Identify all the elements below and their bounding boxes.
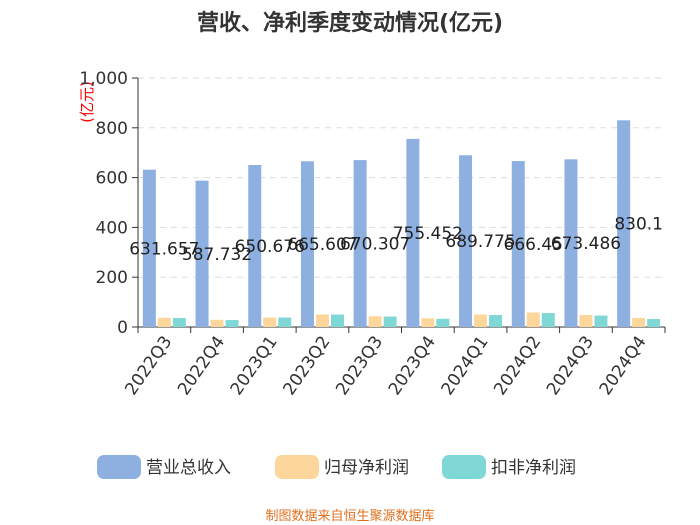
- x-tick-label: 2024Q1: [438, 332, 493, 399]
- legend-label: 归母净利润: [324, 458, 409, 478]
- bar-revenue: [511, 161, 525, 327]
- x-tick-label: 2022Q4: [174, 332, 229, 399]
- y-tick-label: 600: [96, 169, 128, 189]
- x-tick-label: 2024Q4: [596, 332, 651, 399]
- bar-net-profit: [526, 312, 540, 327]
- bar-net-profit: [315, 314, 329, 327]
- bar-net-profit: [474, 314, 488, 327]
- x-tick-label: 2023Q1: [227, 332, 282, 399]
- bar-deducted-net-profit: [383, 316, 397, 327]
- bar-deducted-net-profit: [489, 315, 503, 327]
- y-tick-label: 0: [117, 318, 128, 338]
- bars: [142, 120, 661, 327]
- bar-deducted-net-profit: [594, 315, 608, 327]
- data-label: 665.607: [287, 235, 357, 255]
- bar-revenue: [459, 155, 473, 327]
- x-tick-label: 2023Q2: [279, 332, 334, 399]
- bar-deducted-net-profit: [647, 319, 661, 327]
- x-tick-label: 2023Q4: [385, 332, 440, 399]
- x-tick-label: 2024Q2: [490, 332, 545, 399]
- y-tick-label: 400: [96, 218, 128, 238]
- bar-revenue: [353, 160, 367, 327]
- bar-revenue: [195, 180, 209, 327]
- legend-swatch: [275, 455, 319, 479]
- legend-swatch: [442, 455, 486, 479]
- legend-label: 扣非净利润: [491, 458, 576, 478]
- bar-net-profit: [157, 317, 171, 327]
- bar-deducted-net-profit: [172, 318, 186, 327]
- chart-title: 营收、净利季度变动情况(亿元): [197, 10, 503, 36]
- data-label: 587.732: [182, 245, 252, 265]
- bar-revenue: [248, 164, 262, 327]
- bar-deducted-net-profit: [330, 314, 344, 327]
- bar-deducted-net-profit: [541, 313, 555, 327]
- x-tick-label: 2024Q3: [543, 332, 598, 399]
- bar-deducted-net-profit: [278, 317, 292, 327]
- bar-revenue: [300, 161, 314, 327]
- data-label: 673.486: [551, 234, 621, 254]
- legend-swatch: [97, 455, 141, 479]
- bar-deducted-net-profit: [436, 318, 450, 327]
- data-label: 666.45: [504, 235, 563, 255]
- y-tick-label: 1,000: [79, 69, 128, 89]
- y-tick-label: 200: [96, 268, 128, 288]
- legend-item[interactable]: 扣非净利润: [442, 455, 576, 479]
- bar-revenue: [617, 120, 631, 327]
- bar-revenue: [564, 159, 578, 327]
- data-label: 650.676: [235, 237, 305, 257]
- bar-net-profit: [263, 317, 277, 327]
- bar-net-profit: [210, 319, 224, 327]
- y-tick-label: 800: [96, 119, 128, 139]
- y-unit-label: (亿元): [78, 81, 96, 123]
- legend-item[interactable]: 归母净利润: [275, 455, 409, 479]
- x-tick-label: 2023Q3: [332, 332, 387, 399]
- data-label: 670.307: [340, 235, 410, 255]
- legend-item[interactable]: 营业总收入: [97, 455, 231, 479]
- bar-net-profit: [632, 318, 646, 327]
- x-tick-label: 2022Q3: [121, 332, 176, 399]
- legend-label: 营业总收入: [146, 458, 231, 478]
- data-label: 631.657: [129, 239, 199, 259]
- data-label: 755.452: [393, 224, 463, 244]
- data-label: 689.775: [445, 232, 515, 252]
- bar-revenue: [406, 138, 420, 327]
- bar-net-profit: [579, 315, 593, 327]
- bar-net-profit: [368, 316, 382, 327]
- source-note: 制图数据来自恒生聚源数据库: [265, 508, 434, 524]
- bar-net-profit: [421, 318, 435, 327]
- bar-deducted-net-profit: [225, 320, 239, 327]
- data-label: 830.1: [614, 215, 663, 235]
- legend: 营业总收入 归母净利润 扣非净利润: [97, 455, 576, 479]
- data-labels: 631.657587.732650.676665.607670.307755.4…: [129, 215, 663, 265]
- bar-revenue: [142, 169, 156, 327]
